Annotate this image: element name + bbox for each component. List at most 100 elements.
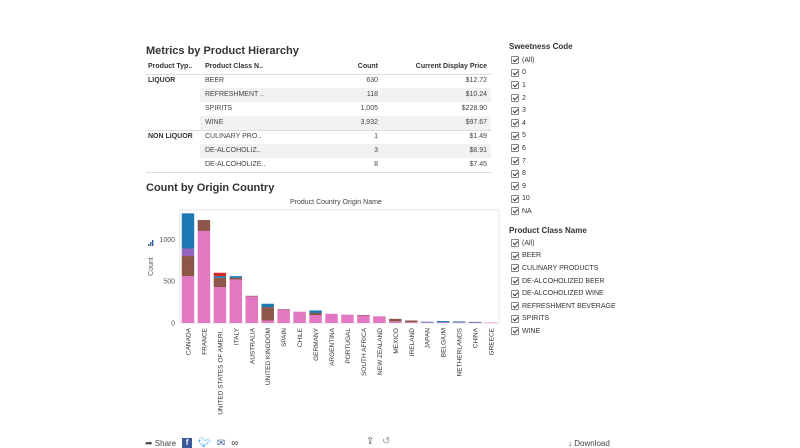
sweetness-option[interactable]: 7 [511, 155, 534, 168]
checkbox-checked-icon[interactable] [511, 182, 519, 191]
column-header-count[interactable]: Count [357, 63, 378, 70]
link-icon[interactable]: ∞ [231, 437, 239, 448]
checkbox-checked-icon[interactable] [511, 239, 519, 248]
share-button[interactable]: ➦ Share [145, 438, 176, 448]
product-class-option[interactable]: DE-ALCOHOLIZED BEER [511, 275, 616, 288]
sweetness-option-label: 1 [522, 81, 526, 89]
download-button[interactable]: ↓ Download [568, 438, 610, 448]
product-class-option[interactable]: BEER [511, 250, 616, 263]
column-header-price[interactable]: Current Display Price [415, 63, 487, 70]
cell-count: 3,932 [360, 119, 378, 126]
download-label: Download [574, 439, 610, 448]
cell-count: 630 [366, 77, 378, 84]
table-row[interactable]: WINE 3,932 $97.67 [200, 116, 491, 130]
export-icon[interactable]: ⇪ [366, 436, 375, 447]
sweetness-option-label: 6 [522, 144, 526, 152]
product-class-option-label: DE-ALCOHOLIZED WINE [522, 290, 604, 298]
x-tick-label: FRANCE [201, 327, 208, 354]
table-row[interactable]: SPIRITS 1,005 $228.90 [200, 102, 491, 116]
sweetness-option[interactable]: 10 [511, 193, 534, 206]
product-class-option-label: (All) [522, 239, 535, 247]
checkbox-checked-icon[interactable] [511, 264, 519, 273]
table-row[interactable]: BEER 630 $12.72 [200, 74, 491, 88]
sweetness-option[interactable]: 2 [511, 92, 534, 105]
checkbox-checked-icon[interactable] [511, 56, 519, 65]
sweetness-option[interactable]: 3 [511, 104, 534, 117]
product-class-option[interactable]: (All) [511, 237, 616, 250]
table-row[interactable]: REFRESHMENT .. 118 $10.24 [200, 88, 491, 102]
y-tick-label: 500 [163, 279, 175, 286]
checkbox-checked-icon[interactable] [511, 314, 519, 323]
bar-segment [181, 276, 195, 323]
sweetness-option-label: (All) [522, 56, 535, 64]
sweetness-option-label: 3 [522, 107, 526, 115]
bar-segment [325, 313, 338, 323]
group-label-liquor: LIQUOR [148, 77, 176, 84]
sweetness-option[interactable]: NA [511, 205, 534, 218]
origin-country-bar-chart: 0 500 1000 Count CANADA FRANCE UNITED STATES O… [148, 209, 500, 415]
bar-segment [181, 213, 195, 249]
product-class-option-label: SPIRITS [522, 315, 550, 323]
cell-price: $228.90 [461, 105, 487, 112]
bar-segment [309, 315, 322, 323]
table-row[interactable]: DE-ALCOHOLIZE.. 8 $7.45 [200, 158, 491, 172]
revert-icon[interactable]: ↺ [382, 436, 391, 447]
checkbox-checked-icon[interactable] [511, 68, 519, 77]
checkbox-checked-icon[interactable] [511, 327, 519, 336]
cell-count: 118 [366, 91, 378, 98]
bar-segment [245, 295, 258, 297]
sweetness-option[interactable]: 1 [511, 79, 534, 92]
sweetness-option[interactable]: 0 [511, 67, 534, 80]
sweetness-option[interactable]: 8 [511, 167, 534, 180]
x-tick-label: JAPAN [425, 328, 432, 349]
checkbox-checked-icon[interactable] [511, 302, 519, 311]
table-row[interactable]: DE-ALCOHOLIZ.. 3 $8.91 [200, 144, 491, 158]
sweetness-filter-list: (All) 0 1 2 3 4 5 6 7 8 9 10 NA [511, 54, 534, 218]
checkbox-checked-icon[interactable] [511, 119, 519, 128]
product-class-option-label: CULINARY PRODUCTS [522, 264, 599, 272]
share-arrow-icon: ➦ [145, 437, 153, 448]
product-class-option[interactable]: SPIRITS [511, 313, 616, 326]
checkbox-checked-icon[interactable] [511, 251, 519, 260]
checkbox-checked-icon[interactable] [511, 131, 519, 140]
column-header-product-class[interactable]: Product Class N.. [205, 63, 263, 70]
checkbox-checked-icon[interactable] [511, 277, 519, 286]
bar-segment [229, 276, 243, 278]
checkbox-checked-icon[interactable] [511, 207, 519, 216]
email-icon[interactable]: ✉ [216, 437, 226, 448]
chart-title: Count by Origin Country [146, 182, 275, 194]
y-tick-label: 0 [171, 321, 175, 328]
sweetness-option[interactable]: (All) [511, 54, 534, 67]
checkbox-checked-icon[interactable] [511, 157, 519, 166]
checkbox-checked-icon[interactable] [511, 169, 519, 178]
x-tick-label: NEW ZEALAND [377, 328, 384, 375]
product-class-option[interactable]: WINE [511, 325, 616, 338]
cell-class: DE-ALCOHOLIZ.. [205, 147, 261, 154]
product-class-option[interactable]: DE-ALCOHOLIZED WINE [511, 287, 616, 300]
checkbox-checked-icon[interactable] [511, 194, 519, 203]
header-divider [146, 74, 491, 75]
y-axis-label: Count [148, 257, 155, 276]
column-header-product-type[interactable]: Product Typ.. [148, 63, 193, 70]
cell-count: 1 [374, 133, 378, 140]
sweetness-option[interactable]: 6 [511, 142, 534, 155]
sweetness-option[interactable]: 9 [511, 180, 534, 193]
checkbox-checked-icon[interactable] [511, 81, 519, 90]
checkbox-checked-icon[interactable] [511, 144, 519, 153]
checkbox-checked-icon[interactable] [511, 289, 519, 298]
x-tick-label: CHILE [297, 327, 304, 347]
twitter-icon[interactable]: 🐦︎ [198, 437, 211, 448]
checkbox-checked-icon[interactable] [511, 94, 519, 103]
sweetness-option[interactable]: 4 [511, 117, 534, 130]
product-class-option[interactable]: REFRESHMENT BEVERAGE [511, 300, 616, 313]
checkbox-checked-icon[interactable] [511, 106, 519, 115]
table-row[interactable]: CULINARY PRO.. 1 $1.49 [200, 130, 491, 144]
facebook-icon[interactable]: f [182, 438, 193, 448]
sweetness-filter-title: Sweetness Code [509, 42, 573, 51]
bar-segment [181, 248, 195, 257]
x-tick-label: CHINA [473, 327, 480, 348]
product-class-option-label: WINE [522, 327, 541, 335]
sweetness-option[interactable]: 5 [511, 130, 534, 143]
product-class-option[interactable]: CULINARY PRODUCTS [511, 262, 616, 275]
x-tick-label: MEXICO [393, 328, 400, 354]
